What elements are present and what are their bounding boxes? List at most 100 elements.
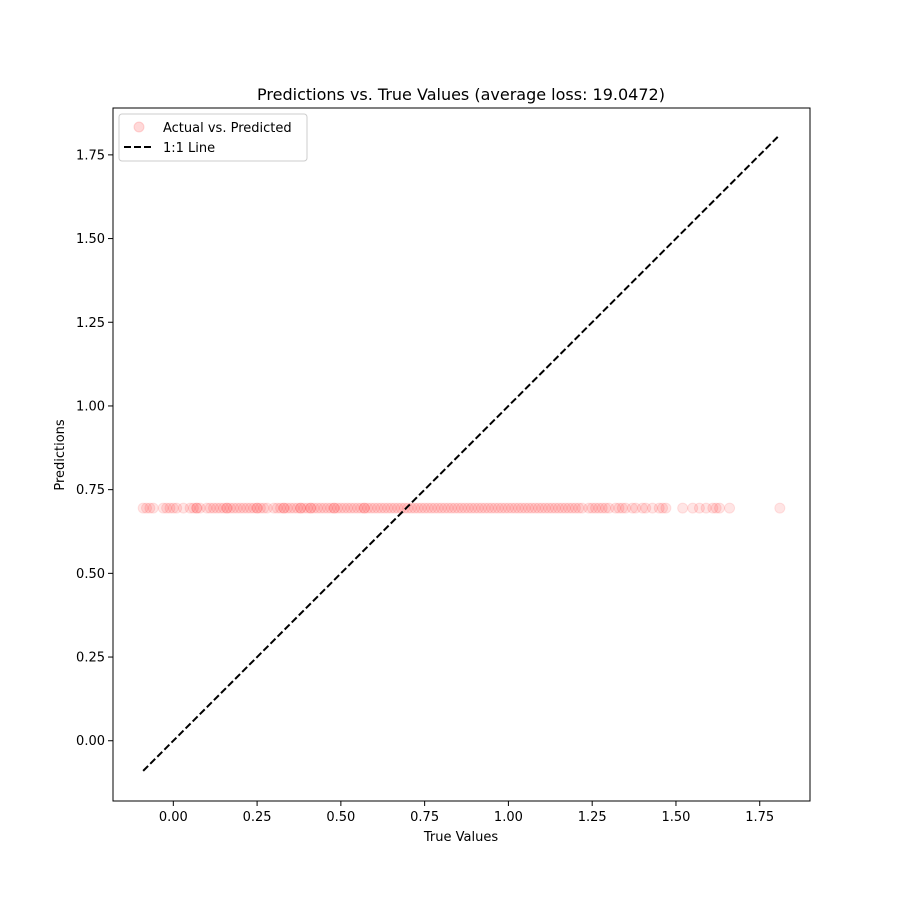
plot-area xyxy=(112,107,811,802)
y-tick-label-1: 0.25 xyxy=(76,651,105,666)
scatter-point-95 xyxy=(449,502,461,514)
scatter-point-139 xyxy=(600,502,612,514)
scatter-point-108 xyxy=(492,502,504,514)
scatter-point-43 xyxy=(288,502,300,514)
scatter-point-15 xyxy=(201,502,213,514)
scatter-point-115 xyxy=(516,502,528,514)
scatter-point-8 xyxy=(171,502,183,514)
y-tick-label-6: 1.50 xyxy=(76,232,105,247)
x-axis: 0.00 0.25 0.50 0.75 1.00 1.25 1.50 1.75 xyxy=(159,801,774,825)
scatter-point-93 xyxy=(442,502,454,514)
scatter-point-160 xyxy=(724,502,736,514)
scatter-point-132 xyxy=(573,502,585,514)
x-tick-label-7: 1.75 xyxy=(745,810,774,825)
scatter-point-31 xyxy=(251,502,263,514)
scatter-point-154 xyxy=(687,502,699,514)
scatter-point-16 xyxy=(204,502,216,514)
scatter-point-112 xyxy=(506,502,518,514)
scatter-point-18 xyxy=(211,502,223,514)
scatter-point-45 xyxy=(295,502,307,514)
scatter-point-109 xyxy=(496,502,508,514)
scatter-point-61 xyxy=(338,502,350,514)
scatter-point-58 xyxy=(328,502,340,514)
scatter-point-158 xyxy=(710,502,722,514)
y-tick-label-2: 0.50 xyxy=(76,567,105,582)
scatter-point-150 xyxy=(653,502,665,514)
scatter-point-77 xyxy=(388,502,400,514)
scatter-point-141 xyxy=(610,502,622,514)
scatter-point-149 xyxy=(647,502,658,514)
scatter-point-138 xyxy=(596,502,608,514)
scatter-point-22 xyxy=(221,502,233,514)
scatter-point-54 xyxy=(318,502,330,514)
scatter-point-21 xyxy=(221,502,233,514)
scatter-point-123 xyxy=(543,502,555,514)
plot-frame xyxy=(112,107,811,802)
scatter-point-97 xyxy=(456,502,467,514)
x-tick-label-2: 0.50 xyxy=(326,810,355,825)
scatter-point-113 xyxy=(509,502,521,514)
scatter-point-135 xyxy=(586,502,598,514)
scatter-point-156 xyxy=(700,502,712,514)
scatter-point-10 xyxy=(184,502,196,514)
scatter-point-94 xyxy=(445,502,457,514)
scatter-point-148 xyxy=(640,502,652,514)
scatter-point-98 xyxy=(459,502,471,514)
y-tick-label-0: 0.00 xyxy=(76,734,105,749)
scatter-point-67 xyxy=(358,502,370,514)
scatter-point-143 xyxy=(616,502,628,514)
scatter-point-125 xyxy=(549,502,561,514)
scatter-point-27 xyxy=(238,502,250,514)
x-tick-label-4: 1.00 xyxy=(494,810,523,825)
scatter-point-64 xyxy=(348,502,360,514)
scatter-point-51 xyxy=(308,502,320,514)
scatter-point-96 xyxy=(452,502,464,514)
scatter-point-127 xyxy=(556,502,568,514)
scatter-point-118 xyxy=(526,502,538,514)
scatter-point-146 xyxy=(630,502,642,514)
y-axis: 0.00 0.25 0.50 0.75 1.00 1.25 1.50 1.75 xyxy=(76,148,113,749)
scatter-point-29 xyxy=(244,502,256,514)
y-tick-label-5: 1.25 xyxy=(76,316,105,331)
scatter-point-56 xyxy=(325,502,337,514)
scatter-point-13 xyxy=(191,502,203,514)
scatter-point-105 xyxy=(482,502,494,514)
scatter-point-11 xyxy=(187,502,199,514)
legend: Actual vs. Predicted 1:1 Line xyxy=(118,113,308,162)
scatter-point-37 xyxy=(271,502,283,514)
scatter-point-48 xyxy=(301,502,313,514)
scatter-point-30 xyxy=(248,502,260,514)
scatter-point-46 xyxy=(295,502,307,514)
scatter-point-84 xyxy=(412,502,424,514)
scatter-point-9 xyxy=(177,502,189,514)
scatter-point-71 xyxy=(368,502,380,514)
x-tick-label-6: 1.50 xyxy=(661,810,690,825)
scatter-point-28 xyxy=(241,502,253,514)
scatter-point-133 xyxy=(576,502,588,514)
scatter-point-34 xyxy=(258,502,270,514)
scatter-point-137 xyxy=(593,502,605,514)
scatter-point-119 xyxy=(529,502,541,514)
legend-label-line: 1:1 Line xyxy=(163,141,215,156)
scatter-point-161 xyxy=(774,502,786,514)
scatter-point-23 xyxy=(224,502,236,514)
scatter-point-153 xyxy=(677,502,689,514)
scatter-point-50 xyxy=(305,502,317,514)
scatter-point-155 xyxy=(693,502,705,514)
scatter-point-70 xyxy=(365,502,377,514)
identity-line xyxy=(142,134,781,772)
scatter-layer xyxy=(137,502,786,514)
scatter-point-36 xyxy=(268,502,280,514)
scatter-point-62 xyxy=(342,502,354,514)
scatter-point-75 xyxy=(382,502,394,514)
scatter-point-85 xyxy=(415,502,427,514)
scatter-point-74 xyxy=(378,502,390,514)
scatter-point-147 xyxy=(636,502,648,514)
scatter-point-25 xyxy=(231,502,243,514)
scatter-point-12 xyxy=(191,502,203,514)
x-tick-label-0: 0.00 xyxy=(159,810,188,825)
legend-label-scatter: Actual vs. Predicted xyxy=(163,121,292,136)
scatter-point-128 xyxy=(559,502,571,514)
scatter-point-7 xyxy=(167,502,179,514)
scatter-point-69 xyxy=(362,502,374,514)
